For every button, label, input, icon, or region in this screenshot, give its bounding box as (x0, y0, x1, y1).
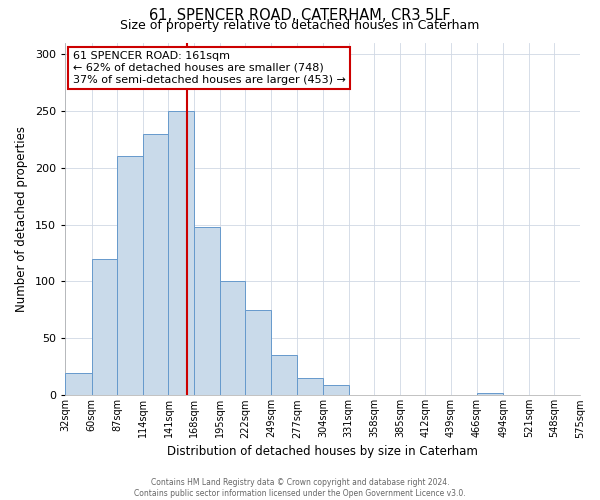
Bar (169, 111, 194, 396)
Bar (476, 393, 503, 396)
Text: 61 SPENCER ROAD: 161sqm
← 62% of detached houses are smaller (748)
37% of semi-d: 61 SPENCER ROAD: 161sqm ← 62% of detache… (73, 52, 346, 84)
X-axis label: Distribution of detached houses by size in Caterham: Distribution of detached houses by size … (167, 444, 478, 458)
Bar (220, 282, 245, 396)
Text: Size of property relative to detached houses in Caterham: Size of property relative to detached ho… (121, 19, 479, 32)
Y-axis label: Number of detached properties: Number of detached properties (15, 126, 28, 312)
Bar (92, 258, 117, 396)
Bar (298, 378, 323, 396)
Bar (245, 310, 271, 396)
Text: 61, SPENCER ROAD, CATERHAM, CR3 5LF: 61, SPENCER ROAD, CATERHAM, CR3 5LF (149, 8, 451, 22)
Text: Contains HM Land Registry data © Crown copyright and database right 2024.
Contai: Contains HM Land Registry data © Crown c… (134, 478, 466, 498)
Bar (117, 156, 143, 396)
Bar (65, 372, 92, 396)
Bar (323, 385, 349, 396)
Bar (143, 134, 169, 396)
Bar (194, 227, 220, 396)
Bar (271, 356, 298, 396)
